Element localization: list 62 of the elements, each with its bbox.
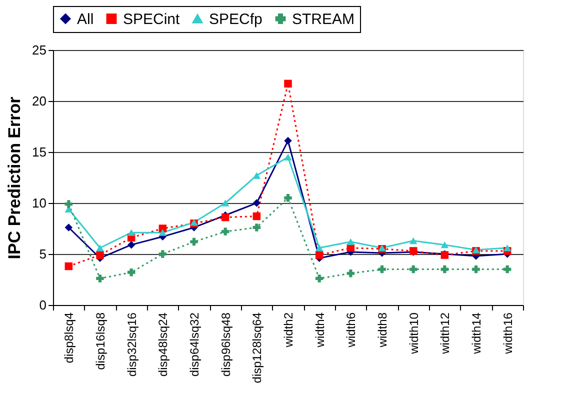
point — [64, 262, 73, 270]
point — [315, 251, 324, 259]
point — [315, 274, 324, 282]
y-tick-label: 10 — [32, 196, 46, 210]
x-tick-label: disp32lsq16 — [124, 312, 139, 377]
x-tick-label: disp48lsq24 — [156, 312, 170, 377]
point — [252, 172, 261, 179]
point — [96, 251, 104, 259]
point — [190, 238, 198, 246]
point — [284, 154, 292, 160]
x-tick-label: disp96lsq48 — [218, 312, 233, 377]
point — [127, 229, 136, 236]
point — [252, 199, 261, 207]
point — [315, 244, 324, 252]
point — [409, 237, 418, 244]
x-tick-label: width14 — [470, 312, 484, 355]
point — [221, 200, 230, 206]
point — [346, 270, 355, 278]
point — [158, 250, 167, 258]
point — [252, 212, 261, 220]
y-tick-label: 15 — [32, 144, 46, 160]
point — [252, 224, 261, 232]
legend-label: SPECfp — [209, 10, 262, 28]
point — [158, 224, 167, 232]
x-tick-label: width10 — [406, 312, 421, 355]
point — [96, 274, 104, 282]
point — [127, 268, 136, 276]
point — [127, 240, 136, 249]
point — [346, 238, 355, 246]
x-tick-label: disp128lsq64 — [250, 312, 264, 384]
point — [284, 194, 292, 202]
point — [284, 136, 292, 145]
x-tick-label: disp8lsq4 — [62, 312, 76, 364]
x-tick-label: width8 — [376, 312, 390, 348]
legend-label: STREAM — [292, 10, 355, 28]
x-tick-label: disp64lsq32 — [188, 312, 202, 377]
point — [378, 265, 386, 274]
y-tick-label: 0 — [39, 298, 46, 312]
x-tick-label: disp16lsq8 — [94, 312, 108, 370]
point — [472, 265, 480, 274]
point — [64, 224, 73, 232]
point — [409, 265, 418, 274]
x-tick-label: width16 — [500, 312, 515, 355]
x-tick-label: width2 — [282, 312, 296, 348]
point — [440, 265, 449, 274]
x-tick-label: width6 — [344, 312, 358, 348]
point — [96, 244, 104, 252]
point — [503, 265, 512, 274]
point — [221, 228, 230, 236]
legend-label: All — [77, 10, 94, 28]
y-tick-label: 25 — [32, 42, 46, 58]
y-tick-label: 20 — [32, 94, 46, 108]
y-axis-title: IPC Prediction Error — [5, 96, 24, 260]
x-tick-label: width12 — [438, 312, 452, 355]
legend-label: SPECint — [123, 10, 181, 28]
point — [284, 80, 292, 88]
point — [503, 244, 512, 252]
point — [440, 241, 449, 248]
point — [158, 229, 167, 236]
x-tick-label: width4 — [312, 312, 327, 348]
y-tick-label: 5 — [39, 246, 46, 262]
point — [64, 200, 73, 208]
